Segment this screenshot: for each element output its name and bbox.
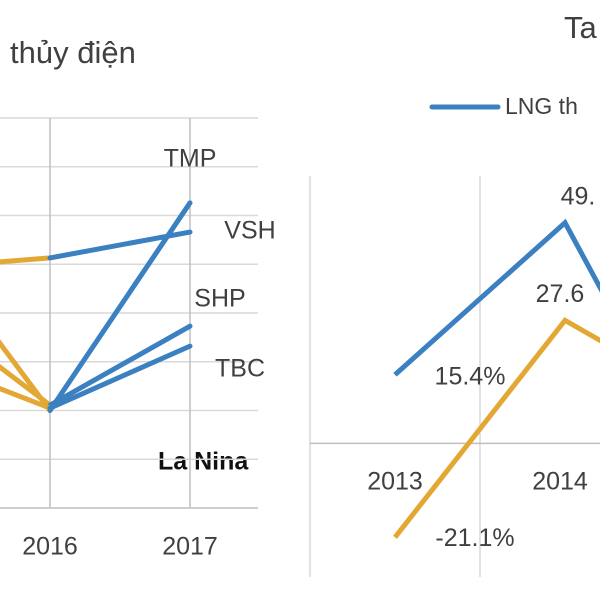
data-line	[393, 317, 600, 539]
line-segment	[47, 323, 193, 408]
value-label: 27.6	[536, 280, 585, 308]
line-segment	[0, 364, 53, 408]
line-segment	[0, 339, 53, 413]
legend-label: LNG th	[505, 93, 578, 119]
line-segment	[47, 229, 193, 261]
series-label: TMP	[164, 145, 217, 173]
x-tick-label: 2017	[162, 533, 218, 561]
chart-title: Ta	[564, 10, 598, 45]
x-tick-label: 2014	[532, 468, 588, 496]
series-label: VSH	[224, 217, 275, 245]
value-label: -21.1%	[435, 524, 514, 552]
chart-title: thủy điện	[10, 35, 136, 70]
series-label: SHP	[194, 285, 245, 313]
x-tick-label: 2013	[367, 468, 423, 496]
annotation: La Nina	[158, 448, 249, 476]
x-tick-label: 2016	[22, 533, 78, 561]
line-segment	[0, 386, 53, 411]
line-segment	[47, 343, 193, 411]
value-label: 15.4%	[435, 362, 506, 390]
value-label: 49.	[561, 182, 596, 210]
line-segment	[0, 255, 53, 265]
series-label: TBC	[215, 355, 265, 383]
data-line	[393, 218, 600, 377]
